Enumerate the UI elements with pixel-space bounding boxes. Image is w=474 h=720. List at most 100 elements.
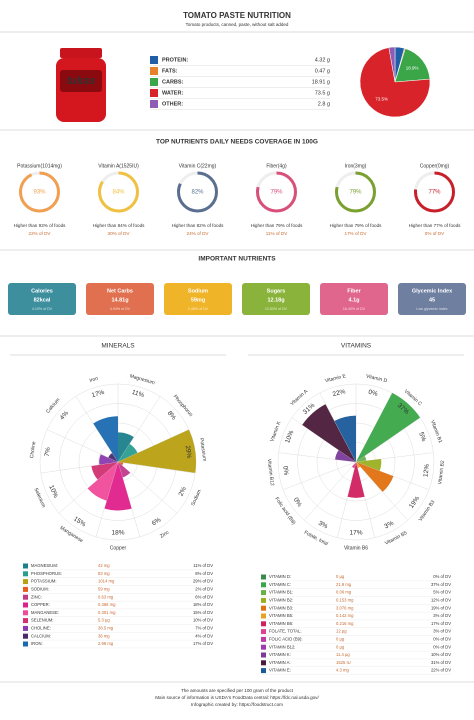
legend-swatch [150,67,158,75]
pie-slice [388,46,396,83]
box-note: 2.46% of DV [188,307,209,311]
table-amount: 4.3 mg [336,668,349,673]
table-name: IRON: [31,641,43,646]
higher-than: Higher than 79% of foods [330,223,383,228]
nutrient-box [164,283,232,315]
table-name: FOLATE, TOTAL: [269,629,302,634]
table-amount: 0.63 mg [98,594,114,599]
table-amount: 0 µg [336,644,345,649]
table-dv: 7% of DV [195,626,213,631]
polar-wedge [93,416,118,462]
polar-name: Sodium [190,489,203,507]
table-name: SELENIUM: [31,618,54,623]
table-swatch [23,618,28,624]
jar-image: tukas [56,48,106,122]
polar-spoke [304,461,357,521]
table-amount: 0 µg [336,574,345,579]
pie-slice [359,47,431,118]
polar-value: 3% [317,520,329,531]
polar-spoke [282,461,357,490]
dv-text: 30% of DV [108,231,131,236]
ring-label: 84% [112,190,125,196]
polar-name: Vitamin A [289,388,309,407]
box-note: 16.40% of DV [343,307,366,311]
table-dv: 3% of DV [433,613,451,618]
box-note: Low glycemic index [416,307,447,311]
table-swatch [23,625,28,631]
polar-wedge [118,432,134,462]
higher-than: Higher than 82% of foods [172,223,225,228]
polar-name: Folate, total [303,530,329,547]
nutrient-name: Iron(3mg) [345,163,367,169]
nutrient-box [320,283,388,315]
table-dv: 2% of DV [195,587,213,592]
table-dv: 0% of DV [433,637,451,642]
table-name: SODIUM: [31,587,49,592]
ring-label: 79% [270,190,283,196]
table-swatch [261,660,266,666]
dv-text: 0% of DV [425,231,445,236]
polar-spoke [355,417,421,463]
nutrient-box [398,283,466,315]
polar-name: Vitamin K [269,420,282,443]
higher-than: Higher than 93% of foods [14,223,67,228]
dv-text: 11% of DV [266,231,289,236]
polar-name: Vitamin E [324,373,347,384]
macro-amount: 18.91 g [312,79,330,85]
table-dv: 31% of DV [431,660,451,665]
polar-wedge [104,462,132,511]
table-dv: 15% of DV [193,610,213,615]
ring-progress [256,171,297,213]
polar-wedge [87,462,118,501]
polar-spoke [355,461,430,490]
macro-amount: 0.47 g [315,68,330,74]
macro-name: FATS: [162,68,178,74]
polar-wedge [356,462,394,492]
table-amount: 0.153 mg [336,598,354,603]
polar-value: 5% [417,431,427,442]
table-name: POTASSIUM: [31,579,57,584]
polar-spoke [40,461,119,474]
table-dv: 6% of DV [195,594,213,599]
polar-wedge [99,454,118,465]
box-name: Sodium [188,288,208,294]
table-dv: 22% of DV [431,668,451,673]
table-swatch [23,633,28,639]
box-name: Calories [31,288,53,294]
box-value: 4.1g [348,297,359,303]
table-name: VITAMIN B6: [269,621,293,626]
title: TOMATO PASTE NUTRITION [183,11,291,20]
polar-name: Selenium [32,487,46,508]
polar-name: Vitamin B6 [344,545,368,551]
box-name: Net Carbs [107,288,133,294]
table-amount: 0.301 mg [98,610,116,615]
polar-wedge [347,462,365,498]
polar-name: Vitamin D [365,373,388,384]
table-dv: 0% of DV [433,644,451,649]
dv-text: 24% of DV [187,231,210,236]
macro-name: CARBS: [162,79,184,85]
table-dv: 12% of DV [431,598,451,603]
table-amount: 2.98 mg [98,641,114,646]
table-amount: 1525 IU [336,660,351,665]
box-value: 14.81g [111,297,128,303]
section-title: MINERALS [101,343,135,350]
table-amount: 0 µg [336,637,345,642]
pie-label: 73.5% [375,97,388,102]
table-dv: 18% of DV [193,602,213,607]
polar-value: 3% [383,520,395,531]
polar-wedge [356,456,367,462]
polar-name: Calcium [45,397,61,415]
box-value: 45 [429,297,435,303]
table-amount: 12 µg [336,629,347,634]
table-swatch [23,602,28,608]
polar-name: Vitamin B12 [266,459,275,487]
macro-name: OTHER: [162,101,183,107]
table-dv: 10% of DV [193,618,213,623]
table-amount: 59 mg [98,587,110,592]
polar-spoke [117,461,178,514]
table-swatch [261,668,266,674]
nutrient-name: Potassium(1014mg) [17,163,62,169]
polar-value: 10% [284,429,295,444]
macro-name: WATER: [162,90,183,96]
